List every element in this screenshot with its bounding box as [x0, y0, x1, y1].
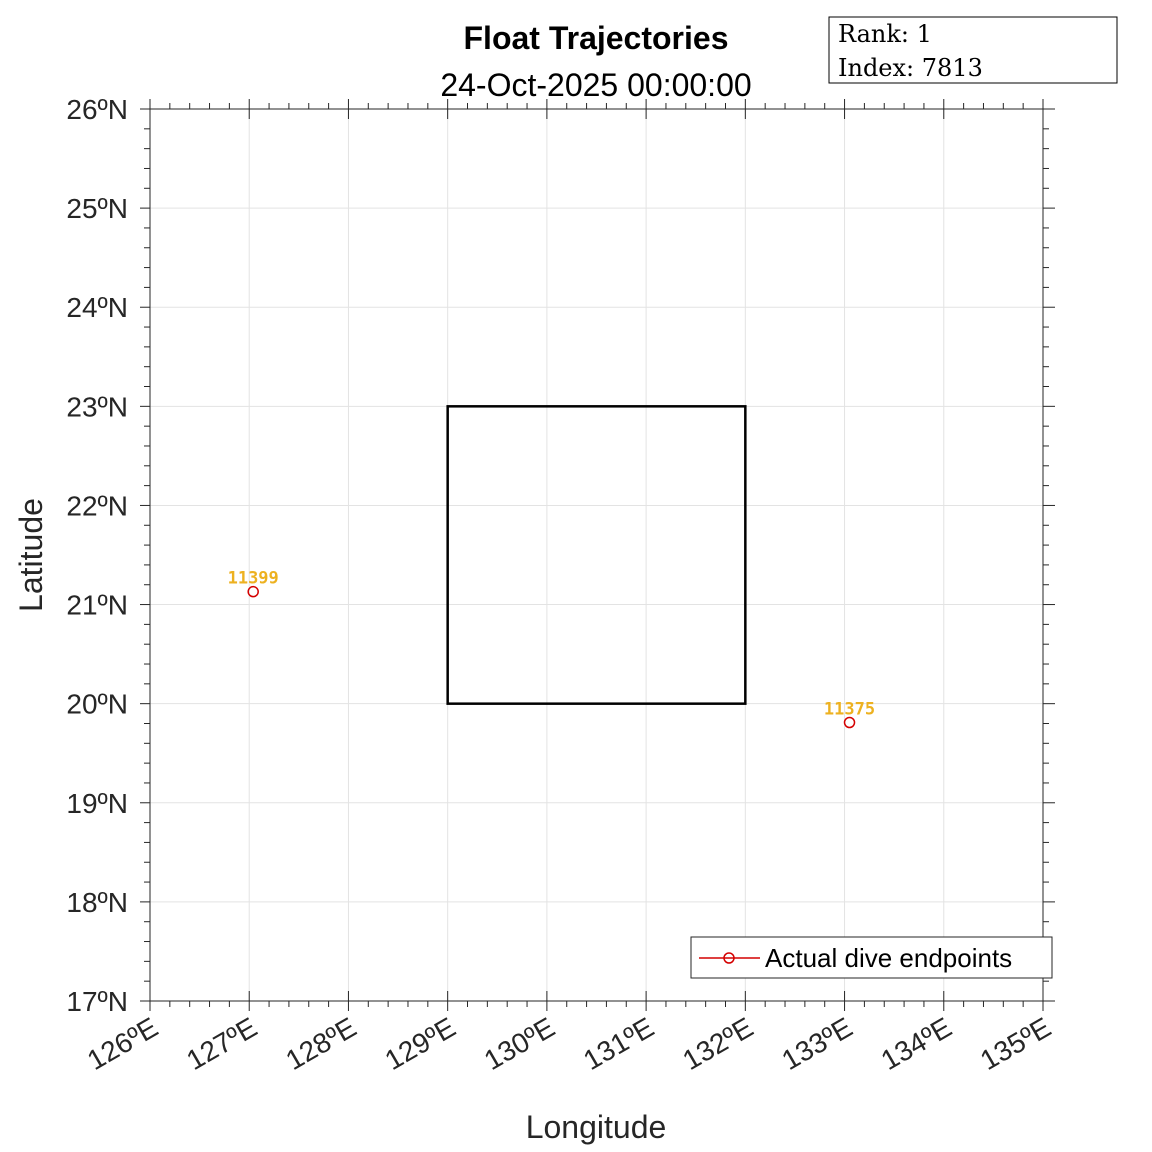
x-tick-label: 126ºE	[82, 1011, 163, 1076]
region-rect	[446, 405, 747, 705]
x-tick-label: 130ºE	[479, 1011, 560, 1076]
x-axis-label: Longitude	[526, 1109, 667, 1145]
legend-label: Actual dive endpoints	[765, 943, 1012, 973]
y-tick-label: 18ºN	[66, 887, 128, 918]
x-tick-label: 134ºE	[876, 1011, 957, 1076]
y-tick-label: 19ºN	[66, 788, 128, 819]
endpoint-label: 11375	[824, 699, 875, 719]
region-box	[446, 405, 747, 705]
info-rank: Rank: 1	[838, 20, 932, 48]
grid	[149, 108, 1044, 1002]
x-tick-label: 135ºE	[975, 1011, 1056, 1076]
legend[interactable]: Actual dive endpoints	[690, 936, 1053, 979]
y-tick-label: 24ºN	[66, 292, 128, 323]
ticks	[140, 99, 1055, 1011]
y-tick-label: 26ºN	[66, 94, 128, 125]
x-tick-label: 133ºE	[777, 1011, 858, 1076]
x-tick-label: 128ºE	[280, 1011, 361, 1076]
endpoint-label: 11399	[228, 569, 279, 589]
x-tick-label: 132ºE	[677, 1011, 758, 1076]
legend-marker	[723, 952, 735, 964]
y-tick-label: 21ºN	[66, 590, 128, 621]
y-tick-label: 23ºN	[66, 391, 128, 422]
info-index: Index: 7813	[838, 54, 983, 82]
y-axis-label: Latitude	[13, 498, 49, 612]
x-tick-label: 131ºE	[578, 1011, 659, 1076]
endpoint-marker	[247, 585, 259, 598]
y-tick-label: 22ºN	[66, 490, 128, 521]
x-tick-label: 127ºE	[181, 1011, 262, 1076]
chart-subtitle: 24-Oct-2025 00:00:00	[440, 67, 751, 103]
y-tick-label: 25ºN	[66, 193, 128, 224]
tick-labels: 126ºE 127ºE 128ºE 129ºE 130ºE 131ºE 132ºE 133ºE…	[66, 94, 1056, 1076]
plot-frame	[149, 108, 1044, 1002]
chart-title: Float Trajectories	[464, 20, 729, 56]
y-tick-label: 17ºN	[66, 986, 128, 1017]
y-tick-label: 20ºN	[66, 689, 128, 720]
info-box: Rank: 1 Index: 7813	[828, 16, 1118, 84]
endpoint-marker	[843, 716, 856, 729]
points: 11399 11375	[228, 569, 875, 729]
x-tick-label: 129ºE	[380, 1011, 461, 1076]
